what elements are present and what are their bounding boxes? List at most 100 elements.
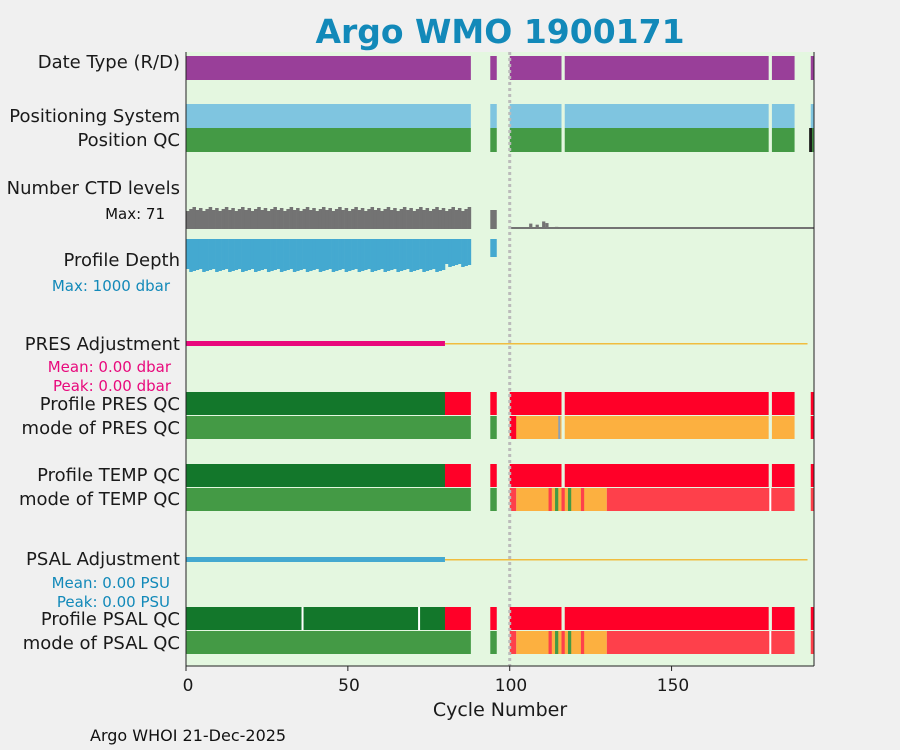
profile-depth-bar [399,239,404,271]
profile-depth-bar [244,239,248,271]
profile-pres-qc-seg-3 [564,392,769,415]
ctd-level-bar [364,211,368,229]
ctd-level-bar [432,209,436,229]
profile-depth-bar [490,239,497,257]
ctd-level-bar [189,209,193,229]
profile-temp-qc-seg-2 [509,464,562,487]
ctd-level-bar [247,208,252,229]
mode-pres-qc-mixed-seg-0 [509,416,562,439]
ctd-level-bar [399,209,404,229]
profile-depth-bar [292,239,297,272]
ctd-level-bar [195,210,200,229]
profile-depth-bar [221,239,226,270]
ctd-level-bar [344,208,349,229]
ctd-level-bar [461,211,465,229]
label-psal-adjustment: PSAL Adjustment [25,549,180,570]
ctd-level-bar [451,207,455,229]
profile-depth-bar [370,239,375,272]
date-type-bar-seg-4 [771,56,795,80]
x-tick-0: 0 [182,676,194,696]
label-ctd-max: Max: 71 [105,205,165,223]
ctd-level-bar [250,211,255,229]
ctd-level-peak-2 [542,221,546,229]
profile-depth-bar [393,239,397,269]
profile-depth-bar [189,239,193,272]
ctd-level-bar [444,211,449,229]
profile-depth-bar [273,239,277,270]
profile-depth-bar [241,239,245,272]
profile-psal-qc-seg-1 [490,607,497,630]
ctd-level-bar [202,211,206,229]
profile-depth-bar [409,239,413,272]
profile-depth-bar [266,239,271,272]
mode-pres-qc-mixed-seg-1 [564,416,769,439]
mode-pres-qc-mixed-seg-2 [771,416,795,439]
position-qc-bar-seg-4 [771,128,795,152]
mode-psal-qc-bad-seg-2 [810,631,814,654]
ctd-level-bar [215,208,219,229]
profile-depth-bar [435,239,439,272]
positioning-bar-seg-4 [771,104,795,128]
ctd-level-bar [315,211,320,229]
profile-depth-bar [467,239,472,265]
position-qc-bar-seg-2 [509,128,562,152]
ctd-level-bar [221,209,226,229]
profile-pres-qc-A [186,392,445,415]
x-tick-50: 50 [338,676,360,696]
profile-depth-bar [444,239,449,264]
ctd-level-bar [428,211,433,229]
label-psal-mean: Mean: 0.00 PSU [51,574,170,592]
profile-depth-bar [260,239,264,270]
mode-temp-qc-spike-0 [548,488,552,511]
profile-depth-bar [186,239,190,269]
ctd-level-bar [402,207,407,229]
profile-depth-bar [257,239,261,271]
ctd-level-bar [302,209,307,229]
profile-depth-bar [283,239,287,271]
ctd-level-bar [309,210,313,229]
ctd-level-bar [393,208,397,229]
date-type-bar-seg-5 [810,56,814,80]
profile-pres-qc-seg-2 [509,392,562,415]
profile-pres-qc-seg-4 [771,392,795,415]
positioning-bar-seg-2 [509,104,562,128]
profile-depth-bar [383,239,388,272]
profile-depth-bar [331,239,336,272]
date-type-bar-seg-0 [186,56,471,80]
ctd-level-baseline [509,227,814,229]
profile-depth-bar [457,239,462,264]
ctd-level-bar [208,207,213,229]
ctd-level-bar [360,208,365,229]
ctd-level-bar [186,211,190,229]
profile-depth-bar [334,239,339,271]
profile-depth-bar [302,239,307,269]
profile-depth-bar [438,239,443,271]
ctd-level-peak-4 [555,226,559,229]
mode-temp-qc-spike-1 [561,488,565,511]
profile-psal-qc-break-1 [301,607,304,630]
label-pres-adjustment: PRES Adjustment [24,334,180,355]
profile-depth-bar [454,239,459,265]
ctd-level-bar [241,207,245,229]
profile-depth-bar [279,239,284,272]
mode-psal-qc-spike-1 [561,631,565,654]
profile-depth-bar [464,239,468,266]
label-mode-temp-qc: mode of TEMP QC [18,489,180,510]
ctd-level-bar [406,210,410,229]
profile-psal-qc-A [186,607,445,630]
profile-depth-bar [195,239,200,270]
profile-psal-qc-seg-2 [509,607,562,630]
ctd-level-bar [341,210,345,229]
label-profile-depth: Profile Depth [63,250,180,271]
ctd-level-bar [448,209,452,229]
ctd-level-bar [205,209,209,229]
label-depth-max: Max: 1000 dbar [51,277,170,295]
profile-depth-bar [360,239,365,271]
profile-depth-bar [250,239,255,269]
ctd-level-peak-0 [529,223,533,229]
profile-depth-bar [380,239,384,269]
plot-background [186,52,814,666]
profile-depth-bar [202,239,206,272]
ctd-level-bar [338,207,342,229]
profile-depth-bar [296,239,300,271]
